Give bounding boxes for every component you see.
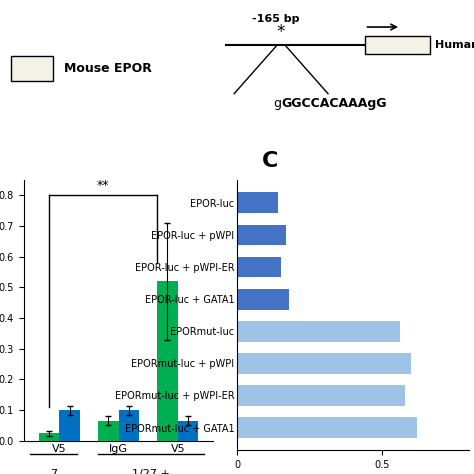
Bar bbox=[237, 192, 278, 213]
Text: 1/27 +: 1/27 + bbox=[132, 469, 170, 474]
Text: **: ** bbox=[96, 179, 109, 192]
Bar bbox=[178, 421, 199, 441]
Bar bbox=[10, 56, 53, 81]
Bar bbox=[59, 410, 80, 441]
Bar bbox=[157, 282, 178, 441]
Bar bbox=[98, 421, 118, 441]
Bar bbox=[365, 36, 429, 54]
Bar bbox=[118, 410, 139, 441]
Bar bbox=[237, 289, 289, 310]
Text: Mouse EPOR: Mouse EPOR bbox=[64, 62, 152, 75]
Bar bbox=[237, 225, 286, 246]
Text: g: g bbox=[273, 97, 281, 110]
Text: *: * bbox=[277, 23, 285, 41]
Bar bbox=[237, 353, 411, 374]
Text: C: C bbox=[262, 151, 278, 171]
Text: GGCCACAAAgG: GGCCACAAAgG bbox=[281, 97, 387, 110]
Text: 7: 7 bbox=[50, 469, 57, 474]
Bar bbox=[38, 433, 59, 441]
Bar bbox=[237, 321, 400, 342]
Bar bbox=[237, 256, 281, 277]
Text: Human EPOR: Human EPOR bbox=[435, 40, 474, 50]
Text: -165 bp: -165 bp bbox=[252, 14, 300, 24]
Bar bbox=[237, 417, 417, 438]
Bar bbox=[237, 385, 405, 406]
